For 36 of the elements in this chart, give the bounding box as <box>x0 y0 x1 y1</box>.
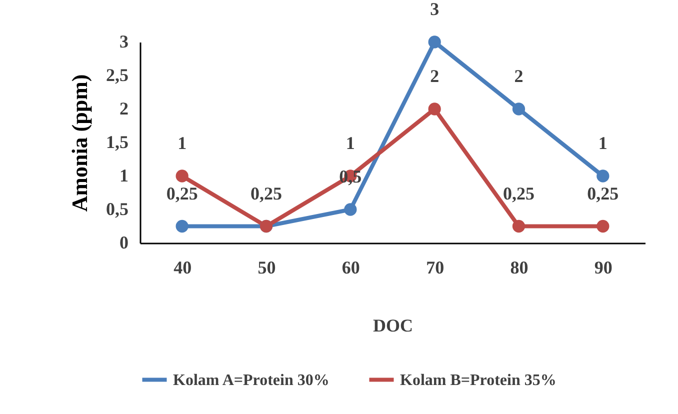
point <box>596 170 610 182</box>
y-tick-label: 1 <box>120 166 128 186</box>
y-tick-label: 2 <box>120 98 128 118</box>
data-label: 0,25 <box>503 183 534 204</box>
data-label: 1 <box>598 133 608 153</box>
x-axis-title: DOC <box>373 316 413 336</box>
y-tick-label: 1,5 <box>106 132 128 152</box>
data-label: 0,25 <box>587 183 619 204</box>
data-label: 1 <box>178 133 187 153</box>
data-label: 2 <box>430 66 440 86</box>
point <box>512 102 526 116</box>
y-tick-label: 0,5 <box>106 199 128 219</box>
point <box>428 102 441 116</box>
point <box>176 170 188 182</box>
point <box>344 203 357 216</box>
point <box>512 220 526 233</box>
x-tick-label: 70 <box>426 258 444 278</box>
data-label: 3 <box>430 0 440 19</box>
data-label: 1 <box>346 133 355 153</box>
x-tick-label: 90 <box>594 258 612 278</box>
legend-label: Kolam A=Protein 30% <box>173 372 330 389</box>
y-tick-label: 0 <box>120 232 128 252</box>
point <box>428 36 441 48</box>
x-tick-label: 60 <box>342 258 360 278</box>
x-tick-label: 80 <box>510 258 528 278</box>
y-tick-label: 2,5 <box>106 65 128 85</box>
point <box>596 220 610 233</box>
point <box>176 220 188 233</box>
data-label: 0,25 <box>250 183 282 204</box>
y-axis-title: Amonia (ppm) <box>67 74 92 212</box>
data-label: 0,25 <box>166 183 198 204</box>
data-label: 2 <box>514 66 524 86</box>
legend-label: Kolam B=Protein 35% <box>400 372 556 389</box>
y-tick-label: 3 <box>120 32 128 52</box>
x-tick-label: 50 <box>258 258 276 278</box>
x-tick-label: 40 <box>174 258 192 278</box>
